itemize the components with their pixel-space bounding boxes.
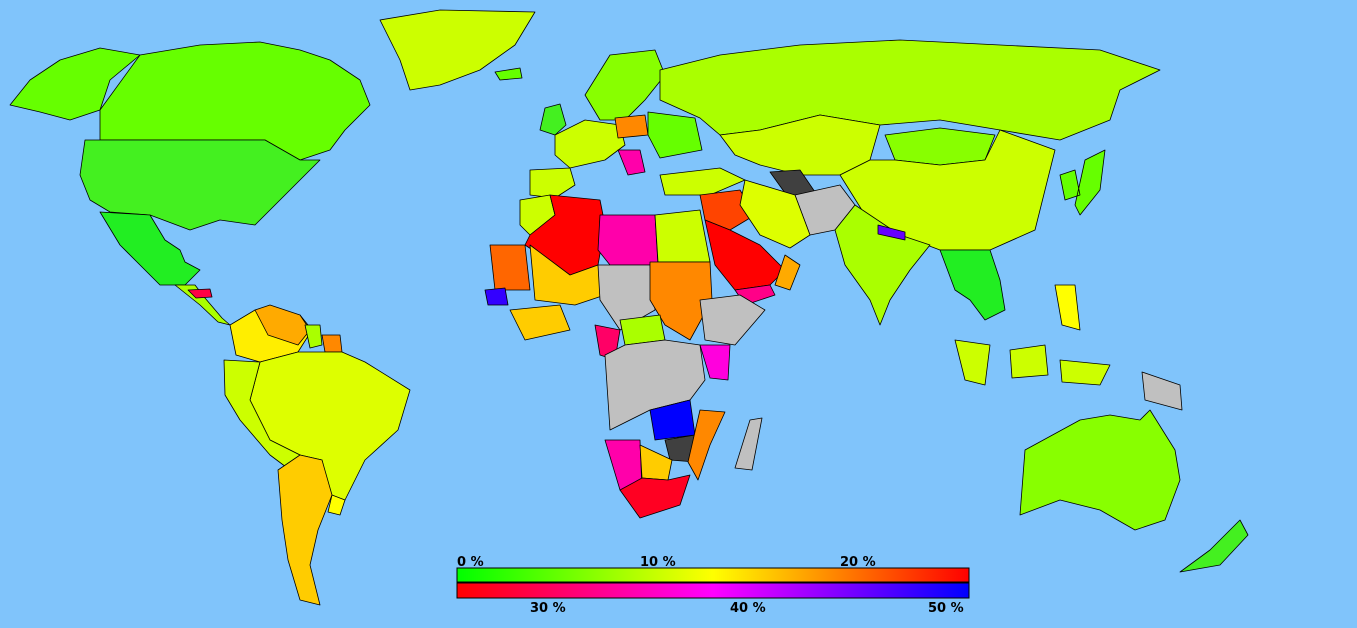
central-america	[174, 284, 231, 326]
legend-top-label-0: 0 %	[457, 555, 484, 570]
greenland	[379, 9, 536, 91]
india	[834, 204, 931, 326]
senegal	[484, 287, 509, 306]
ukraine	[647, 111, 703, 159]
philippines	[1054, 284, 1081, 331]
new-zealand	[1179, 519, 1249, 573]
southeast-asia	[939, 249, 1006, 321]
guyana	[304, 324, 323, 349]
iran	[739, 179, 811, 249]
mexico	[99, 211, 201, 286]
uruguay	[327, 494, 346, 516]
papua-nodata	[1141, 371, 1183, 411]
oman	[774, 254, 801, 291]
alaska	[9, 47, 141, 121]
madagascar	[734, 417, 763, 471]
poland	[614, 114, 649, 139]
iceland	[494, 67, 523, 81]
legend-bottom-label-2: 50 %	[928, 601, 964, 616]
legend-bottom-label-1: 40 %	[730, 601, 766, 616]
australia	[1019, 409, 1181, 531]
mozambique	[687, 409, 726, 481]
legend-top-label-1: 10 %	[640, 555, 676, 570]
nepal	[877, 224, 906, 241]
legend: 0 % 10 % 20 % 30 % 40 % 50 %	[456, 555, 970, 616]
indonesia	[954, 339, 1111, 386]
mongolia	[884, 127, 996, 166]
mauritania	[489, 244, 531, 291]
legend-bar-top	[456, 567, 970, 583]
west-africa-coast	[509, 304, 571, 341]
honduras	[187, 288, 213, 299]
central-africa-nodata	[604, 339, 706, 431]
suriname	[321, 334, 343, 353]
scandinavia	[584, 49, 666, 121]
legend-bar-bottom	[456, 582, 970, 599]
sudan	[649, 261, 713, 341]
argentina	[277, 454, 333, 606]
korea-japan	[1059, 149, 1106, 216]
uk-ireland	[539, 103, 567, 136]
balkans	[617, 149, 646, 176]
usa	[79, 139, 321, 231]
south-africa	[619, 474, 691, 519]
libya	[597, 214, 659, 266]
kenya	[699, 344, 731, 381]
turkey	[659, 167, 746, 196]
egypt	[654, 209, 711, 263]
ethiopia-somalia	[699, 294, 766, 346]
legend-bottom-label-0: 30 %	[530, 601, 566, 616]
legend-top-label-2: 20 %	[840, 555, 876, 570]
western-europe	[554, 119, 626, 169]
iberia	[529, 167, 576, 199]
